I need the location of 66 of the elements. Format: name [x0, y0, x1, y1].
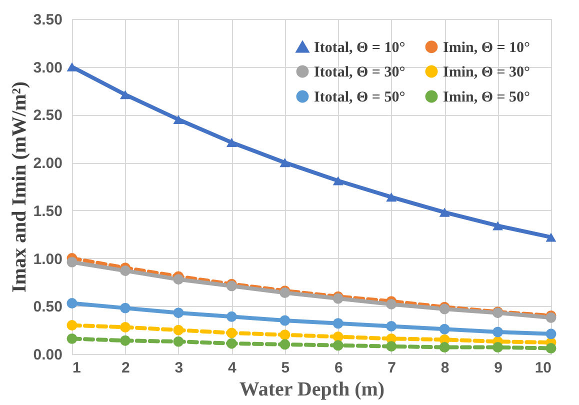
legend-label: Imin, Θ = 10° [443, 40, 530, 56]
point [280, 330, 290, 340]
x-axis-title: Water Depth (m) [239, 378, 385, 400]
point [546, 232, 556, 242]
y-tick-label: 2.50 [33, 107, 62, 124]
point [66, 62, 78, 72]
point [332, 318, 344, 329]
y-tick-label: 3.00 [33, 59, 62, 76]
point [66, 320, 78, 331]
point [66, 298, 78, 309]
point [332, 332, 344, 342]
y-tick-label: 2.00 [33, 155, 62, 172]
x-tick-label: 7 [388, 360, 396, 376]
point [546, 328, 556, 340]
point [226, 338, 237, 349]
x-tick-label: 3 [174, 360, 184, 376]
point [386, 321, 397, 332]
point [226, 138, 237, 148]
point [120, 302, 130, 314]
point [120, 335, 130, 346]
point [173, 274, 184, 285]
x-tick-label: 6 [334, 360, 343, 376]
point [492, 342, 504, 353]
y-tick-label: 1.00 [33, 250, 62, 268]
point [439, 342, 450, 353]
x-tick-label: 10 [534, 360, 552, 376]
legend-label: Itotal, Θ = 50° [314, 90, 406, 106]
point [280, 315, 290, 326]
point [492, 221, 504, 230]
y-tick-label: 1.50 [33, 202, 62, 220]
x-tick-label: 1 [72, 360, 81, 376]
y-axis-title: Imax and Imin (mW/m²) [8, 81, 30, 293]
point [280, 158, 290, 168]
point [120, 90, 130, 100]
x-tick-label: 4 [228, 360, 237, 376]
point [226, 328, 237, 338]
point [386, 298, 397, 310]
point [386, 192, 397, 202]
point [280, 339, 290, 350]
point [386, 341, 397, 352]
point [120, 322, 130, 332]
x-tick-label: 2 [122, 360, 130, 376]
point [439, 208, 450, 217]
legend-label: Imin, Θ = 30° [443, 64, 530, 80]
point [332, 176, 344, 186]
point [173, 114, 184, 124]
point [173, 336, 184, 347]
point [492, 326, 504, 338]
y-tick-label: 3.50 [33, 12, 62, 28]
point [120, 265, 130, 276]
point [226, 311, 237, 322]
x-tick-label: 5 [281, 360, 290, 376]
point [66, 256, 78, 268]
point [173, 324, 184, 336]
point [332, 340, 344, 351]
point [546, 343, 556, 354]
legend-label: Itotal, Θ = 30° [314, 64, 406, 80]
point [439, 324, 450, 334]
point [173, 308, 184, 318]
legend-label: Imin, Θ = 50° [443, 90, 530, 106]
y-tick-label: 0.00 [33, 346, 62, 364]
x-tick-label: 8 [440, 360, 450, 376]
point [66, 333, 78, 344]
x-tick-label: 9 [494, 360, 502, 376]
legend-label: Itotal, Θ = 10° [314, 40, 406, 56]
y-tick-label: 0.50 [33, 298, 62, 316]
